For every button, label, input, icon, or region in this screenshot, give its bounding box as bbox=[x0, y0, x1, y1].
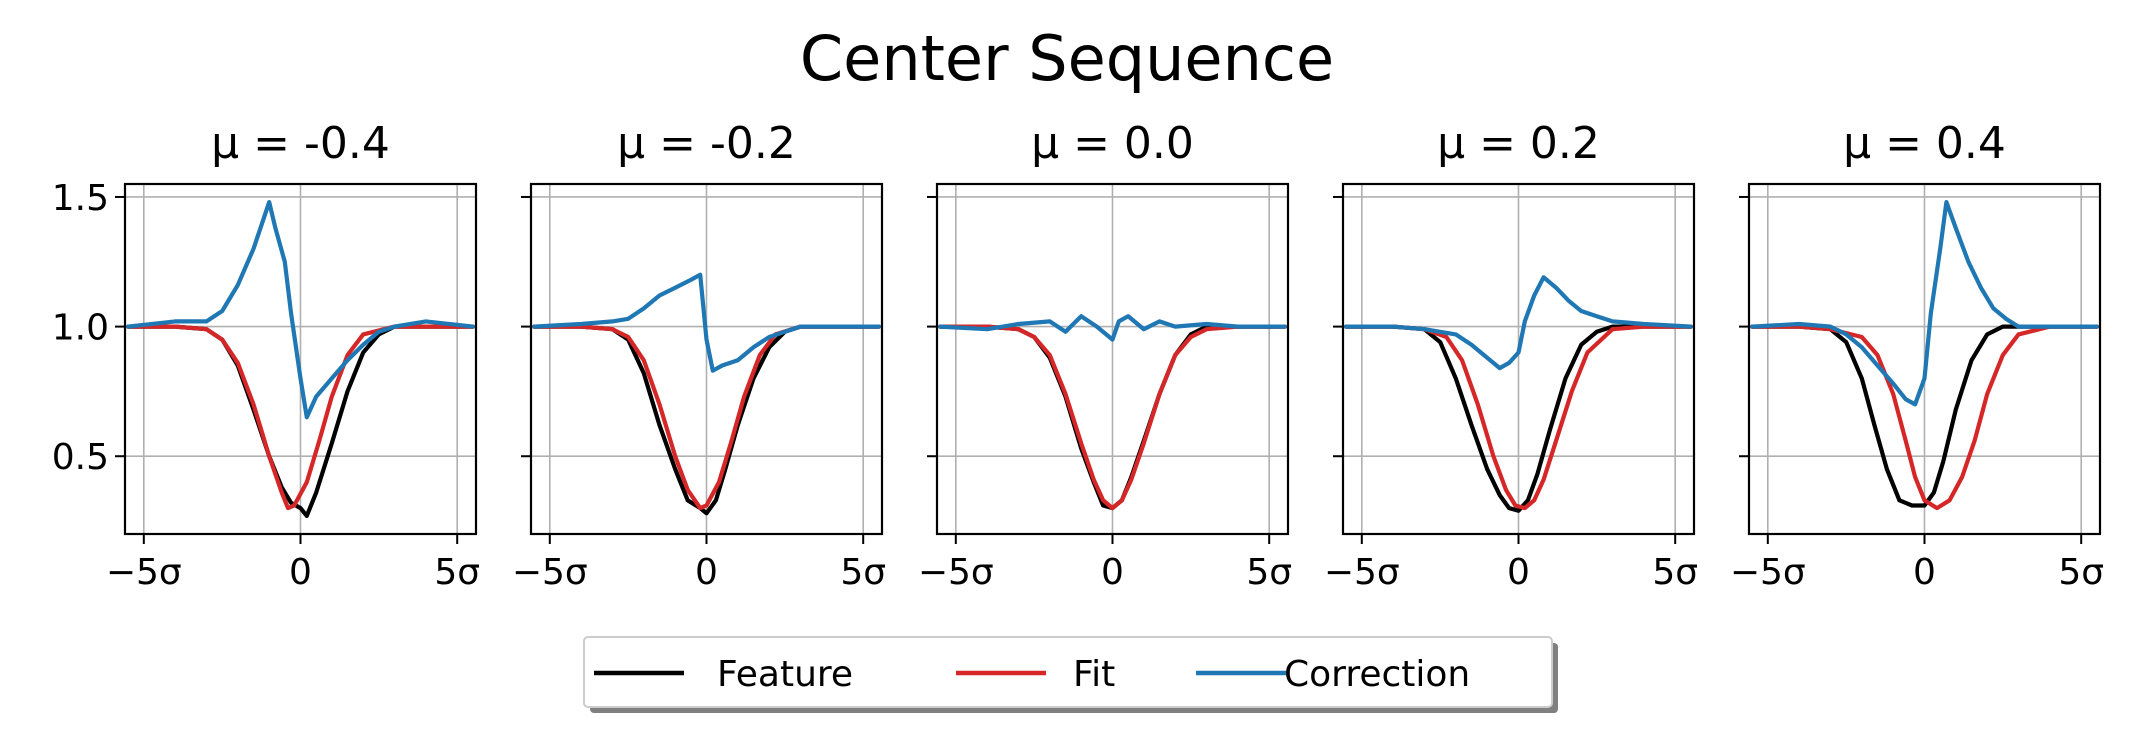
x-tick-label: −5σ bbox=[512, 552, 588, 593]
legend: Feature Fit Correction bbox=[583, 636, 1558, 713]
panel-2: μ = -0.2 −5σ 0 5σ bbox=[512, 118, 886, 593]
series-line-correction bbox=[938, 314, 1287, 342]
legend-label-feature: Feature bbox=[717, 654, 853, 695]
series-line-feature bbox=[1344, 324, 1693, 513]
panel-title: μ = -0.2 bbox=[617, 118, 796, 169]
x-tick-label: 5σ bbox=[434, 552, 480, 593]
panel-title: μ = 0.4 bbox=[1843, 118, 2006, 169]
y-tick-label: 1.5 bbox=[52, 178, 109, 219]
legend-label-correction: Correction bbox=[1284, 654, 1470, 695]
x-tick-label: 5σ bbox=[2058, 552, 2104, 593]
y-tick-label: 0.5 bbox=[52, 437, 109, 478]
x-tick-label: −5σ bbox=[1324, 552, 1400, 593]
chart-title: Center Sequence bbox=[800, 22, 1334, 95]
x-tick-label: 0 bbox=[1913, 552, 1936, 593]
x-tick-label: 5σ bbox=[1652, 552, 1698, 593]
x-tick-label: 0 bbox=[289, 552, 312, 593]
series-line-correction bbox=[126, 200, 475, 420]
panels: μ = -0.4−5σ 0 5σ1.51.00.5μ = -0.2−5σ 0 5σμ =… bbox=[52, 118, 2104, 593]
panel-title: μ = 0.2 bbox=[1437, 118, 1600, 169]
legend-frame bbox=[583, 636, 1553, 708]
series-line-fit bbox=[1344, 324, 1693, 511]
series-line-feature bbox=[1750, 324, 2099, 508]
series-line-correction bbox=[1344, 275, 1693, 371]
grid bbox=[937, 184, 1288, 534]
panel-4: μ = 0.2 −5σ 0 5σ bbox=[1324, 118, 1698, 593]
grid bbox=[125, 184, 476, 534]
series-line-fit bbox=[938, 324, 1287, 511]
x-tick-label: 0 bbox=[1507, 552, 1530, 593]
series-line-correction bbox=[532, 272, 881, 373]
x-tick-label: 5σ bbox=[840, 552, 886, 593]
series-line-fit bbox=[1750, 324, 2099, 511]
series-line-correction bbox=[1750, 200, 2099, 407]
x-tick-label: −5σ bbox=[918, 552, 994, 593]
panel-3: μ = 0.0 −5σ 0 5σ bbox=[918, 118, 1292, 593]
panel-title: μ = -0.4 bbox=[211, 118, 390, 169]
grid bbox=[1343, 184, 1694, 534]
panel-1: μ = -0.4 −5σ 0 5σ 1.5 1.0 0.5 bbox=[52, 118, 480, 593]
x-tick-label: 5σ bbox=[1246, 552, 1292, 593]
x-tick-label: −5σ bbox=[106, 552, 182, 593]
series-line-fit bbox=[126, 324, 475, 511]
x-tick-label: 0 bbox=[695, 552, 718, 593]
y-tick-label: 1.0 bbox=[52, 308, 109, 349]
legend-label-fit: Fit bbox=[1073, 654, 1115, 695]
panel-5: μ = 0.4 −5σ 0 5σ bbox=[1730, 118, 2104, 593]
panel-title: μ = 0.0 bbox=[1031, 118, 1194, 169]
x-tick-label: −5σ bbox=[1730, 552, 1806, 593]
grid bbox=[531, 184, 882, 534]
x-tick-label: 0 bbox=[1101, 552, 1124, 593]
